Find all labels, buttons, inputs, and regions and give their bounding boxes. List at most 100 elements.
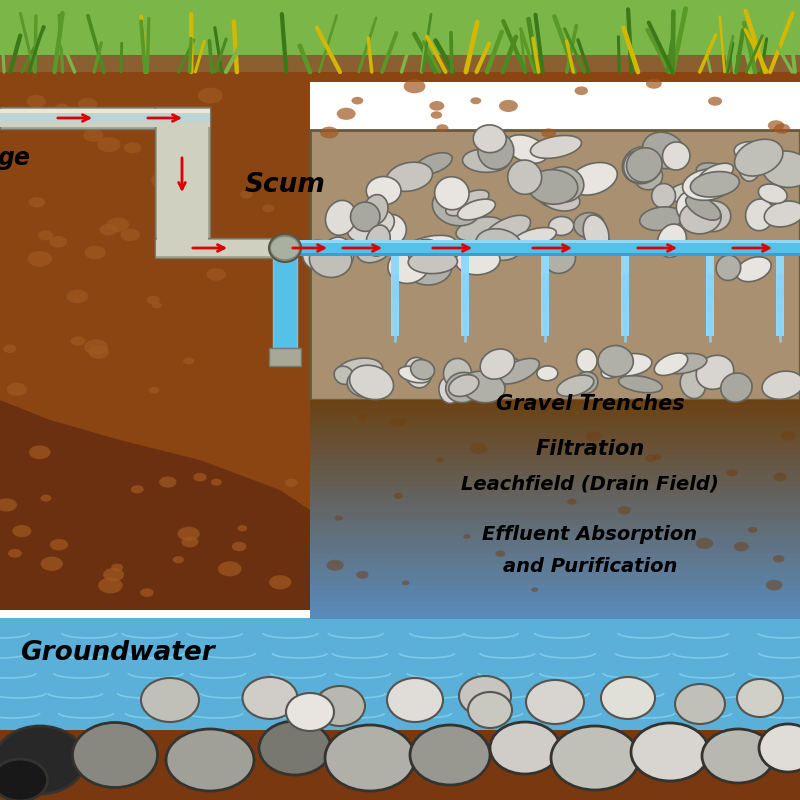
Ellipse shape [583,215,609,252]
Ellipse shape [455,246,500,274]
Bar [310,558,800,565]
Ellipse shape [232,542,246,551]
Ellipse shape [499,100,518,112]
Ellipse shape [601,677,655,719]
Ellipse shape [211,478,222,486]
Bar [299,240,800,256]
Ellipse shape [773,555,785,562]
Ellipse shape [405,358,431,388]
Bar [310,590,800,597]
Ellipse shape [598,346,634,377]
Ellipse shape [557,375,594,396]
Ellipse shape [310,242,352,278]
Ellipse shape [439,377,460,403]
Ellipse shape [762,151,800,187]
Ellipse shape [734,139,783,176]
Ellipse shape [495,550,506,557]
Ellipse shape [71,337,86,346]
Bar [310,433,800,439]
Bar [310,602,800,608]
Ellipse shape [146,296,160,304]
Ellipse shape [350,202,380,231]
Ellipse shape [26,95,46,107]
Bar [0,109,210,127]
Ellipse shape [406,252,452,285]
Ellipse shape [29,197,45,208]
Ellipse shape [694,201,730,232]
Bar [310,553,800,559]
Ellipse shape [483,215,530,246]
Ellipse shape [474,125,506,153]
Ellipse shape [271,237,299,259]
Ellipse shape [159,477,177,488]
Ellipse shape [526,680,584,724]
Ellipse shape [690,171,739,197]
Ellipse shape [124,142,142,154]
Ellipse shape [618,376,662,393]
Ellipse shape [640,207,683,230]
Ellipse shape [658,224,686,258]
Bar [310,574,800,581]
Bar [0,114,210,122]
Ellipse shape [149,386,159,394]
Bar [0,72,800,82]
Ellipse shape [461,371,505,402]
Ellipse shape [84,339,108,354]
Ellipse shape [654,353,688,375]
Ellipse shape [350,366,394,400]
Ellipse shape [388,248,429,283]
Ellipse shape [602,362,622,378]
Ellipse shape [458,199,495,220]
Ellipse shape [773,473,786,482]
Ellipse shape [708,97,722,106]
Ellipse shape [542,187,580,211]
Bar [0,75,310,610]
Ellipse shape [89,346,109,359]
Ellipse shape [326,560,344,571]
Ellipse shape [456,217,503,241]
Ellipse shape [476,229,522,261]
Bar [0,618,800,730]
Bar [391,256,399,336]
Ellipse shape [0,726,85,794]
Ellipse shape [121,229,140,241]
Ellipse shape [577,349,597,373]
Bar [0,0,800,75]
Polygon shape [0,400,310,610]
Ellipse shape [469,238,511,264]
Bar [157,109,208,252]
Ellipse shape [409,239,441,268]
Bar [0,107,210,129]
Ellipse shape [506,135,547,163]
Ellipse shape [198,88,222,103]
Ellipse shape [178,526,200,541]
Ellipse shape [642,132,685,169]
Ellipse shape [347,209,394,242]
Ellipse shape [542,129,556,138]
Ellipse shape [543,167,584,202]
Ellipse shape [240,190,253,198]
Text: ge: ge [0,146,31,170]
Bar [156,240,284,256]
Bar [299,240,800,243]
Ellipse shape [73,722,158,787]
Ellipse shape [286,693,334,731]
Ellipse shape [40,494,51,502]
Ellipse shape [436,458,444,462]
Ellipse shape [103,568,124,582]
Ellipse shape [0,498,17,512]
Ellipse shape [315,686,365,726]
Ellipse shape [622,146,662,184]
Ellipse shape [462,149,510,172]
Ellipse shape [38,230,53,241]
Ellipse shape [269,575,291,590]
Ellipse shape [567,498,577,505]
Ellipse shape [774,123,790,134]
Ellipse shape [446,190,489,216]
Ellipse shape [716,255,741,281]
Ellipse shape [188,240,206,251]
Ellipse shape [394,493,403,499]
Text: Groundwater: Groundwater [20,640,214,666]
Bar [706,256,714,336]
Bar [461,256,469,336]
